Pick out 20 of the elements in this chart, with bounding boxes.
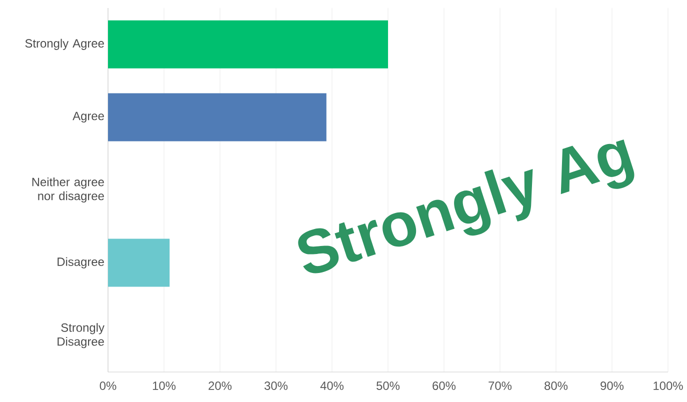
x-tick-label: 100% — [654, 382, 683, 390]
y-tick-label: Strongly Agree — [25, 38, 104, 50]
y-tick-label: Neither agree nor disagree — [32, 177, 104, 203]
x-tick-label: 10% — [152, 382, 176, 390]
x-tick-label: 60% — [432, 382, 456, 390]
bar — [108, 93, 326, 142]
x-tick-label: 0% — [100, 382, 116, 390]
x-tick-label: 70% — [488, 382, 512, 390]
x-tick-label: 50% — [376, 382, 400, 390]
y-tick-label: Strongly Disagree — [58, 323, 104, 348]
y-tick-label: Disagree — [58, 257, 104, 268]
bar — [108, 238, 170, 287]
x-tick-label: 40% — [320, 382, 344, 390]
x-tick-label: 30% — [264, 382, 288, 390]
x-tick-label: 20% — [208, 382, 232, 390]
y-tick-label: Agree — [72, 112, 104, 123]
x-tick-label: 80% — [544, 382, 568, 390]
annotation: Strongly Ag — [298, 139, 634, 274]
bar — [108, 20, 388, 68]
x-tick-label: 90% — [600, 382, 624, 390]
